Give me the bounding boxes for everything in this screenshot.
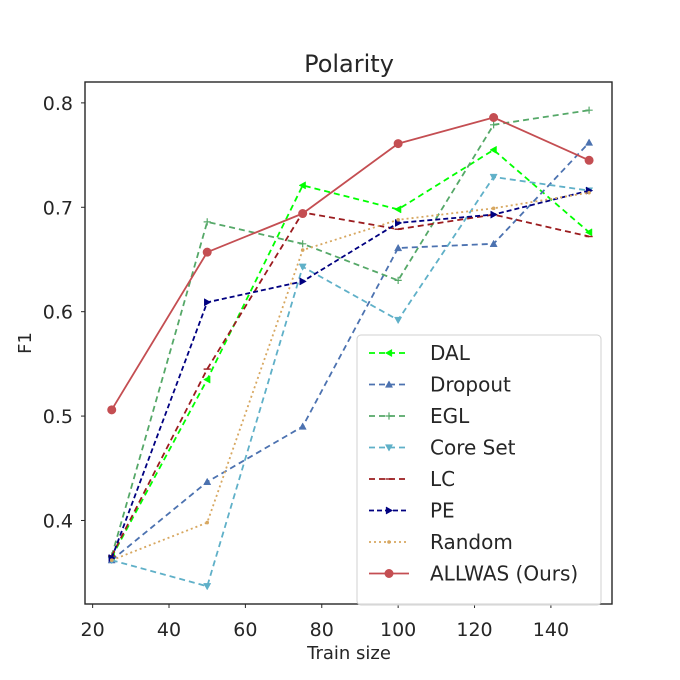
data-point-allwas-ours bbox=[393, 139, 403, 149]
series-line-random bbox=[111, 191, 590, 562]
data-point-allwas-ours bbox=[584, 155, 594, 165]
legend-item-dal: DAL bbox=[369, 341, 471, 365]
legend: DAL Dropout EGL Core Set LC PE Random ALLWAS (O… bbox=[356, 334, 602, 606]
y-tick-label: 0.8 bbox=[43, 93, 73, 115]
legend-label-core-set: Core Set bbox=[430, 436, 516, 460]
data-point-pe bbox=[299, 277, 307, 286]
legend-marker-core-set bbox=[384, 444, 394, 452]
plot-area bbox=[107, 106, 594, 591]
legend-item-dropout: Dropout bbox=[369, 373, 511, 397]
chart-title: Polarity bbox=[304, 50, 394, 78]
legend-label-pe: PE bbox=[430, 499, 455, 523]
series-line-pe bbox=[110, 189, 590, 559]
legend-item-allwas-ours: ALLWAS (Ours) bbox=[369, 562, 578, 586]
data-point-egl bbox=[394, 276, 402, 284]
series-random bbox=[109, 190, 591, 562]
data-point-dal bbox=[584, 228, 593, 237]
x-tick-label: 20 bbox=[81, 619, 105, 641]
legend-label-lc: LC bbox=[430, 467, 455, 491]
data-point-dropout bbox=[203, 477, 212, 485]
data-point-core-set bbox=[489, 173, 498, 182]
series-allwas-ours bbox=[107, 112, 594, 415]
x-axis-ticks: 20 40 60 80 100 120 140 bbox=[81, 604, 569, 641]
data-point-allwas-ours bbox=[107, 405, 117, 415]
data-point-random bbox=[205, 520, 210, 525]
x-tick-label: 140 bbox=[533, 619, 569, 641]
legend-marker-allwas-ours bbox=[384, 569, 394, 578]
series-line-core-set bbox=[111, 176, 590, 588]
data-point-random bbox=[491, 206, 496, 211]
data-point-dal bbox=[203, 375, 211, 384]
series-line-dropout bbox=[111, 141, 590, 561]
data-point-random bbox=[587, 190, 591, 195]
legend-marker-random bbox=[387, 540, 391, 544]
legend-label-egl: EGL bbox=[430, 404, 470, 428]
data-point-dropout bbox=[298, 422, 307, 430]
data-point-egl bbox=[490, 121, 498, 129]
x-tick-label: 80 bbox=[310, 619, 334, 641]
axes-frame bbox=[84, 81, 613, 605]
legend-item-core-set: Core Set bbox=[369, 436, 516, 460]
x-tick-label: 60 bbox=[233, 619, 257, 641]
series-line-allwas-ours bbox=[110, 116, 590, 411]
x-tick-label: 120 bbox=[456, 619, 492, 641]
x-tick-label: 100 bbox=[380, 619, 416, 641]
legend-marker-pe bbox=[385, 506, 394, 515]
series-dal bbox=[107, 145, 593, 562]
data-point-random bbox=[109, 558, 114, 562]
y-tick-label: 0.6 bbox=[43, 302, 73, 324]
x-tick-label: 40 bbox=[157, 619, 181, 641]
y-tick-label: 0.4 bbox=[43, 510, 73, 532]
y-tick-label: 0.7 bbox=[43, 197, 73, 219]
legend-item-egl: EGL bbox=[369, 404, 470, 428]
y-axis-ticks: 0.4 0.5 0.6 0.7 0.8 bbox=[43, 93, 85, 532]
data-point-egl bbox=[299, 240, 307, 248]
data-point-dropout bbox=[394, 243, 403, 252]
legend-box bbox=[356, 334, 602, 606]
legend-item-lc: LC bbox=[369, 467, 455, 491]
data-point-allwas-ours bbox=[489, 112, 499, 122]
data-point-dal bbox=[298, 181, 306, 190]
legend-marker-egl bbox=[385, 412, 393, 420]
x-axis-label: Train size bbox=[306, 643, 391, 664]
legend-item-random: Random bbox=[369, 530, 513, 554]
legend-item-pe: PE bbox=[369, 499, 455, 523]
data-point-core-set bbox=[394, 316, 403, 325]
data-point-dal bbox=[394, 205, 402, 214]
legend-marker-dropout bbox=[384, 380, 394, 388]
data-point-dropout bbox=[489, 239, 498, 247]
data-point-pe bbox=[204, 298, 212, 307]
data-point-allwas-ours bbox=[298, 209, 308, 219]
legend-label-dal: DAL bbox=[430, 341, 471, 365]
data-point-allwas-ours bbox=[202, 247, 212, 257]
data-point-egl bbox=[585, 106, 593, 114]
legend-label-random: Random bbox=[430, 530, 513, 554]
data-point-core-set bbox=[298, 263, 307, 271]
data-point-random bbox=[396, 218, 400, 222]
legend-label-dropout: Dropout bbox=[430, 373, 511, 397]
legend-marker-dal bbox=[384, 348, 393, 358]
data-point-core-set bbox=[203, 583, 212, 591]
y-axis-label: F1 bbox=[15, 332, 36, 354]
legend-label-allwas-ours: ALLWAS (Ours) bbox=[430, 562, 578, 586]
data-point-random bbox=[300, 248, 305, 252]
data-point-dropout bbox=[585, 138, 594, 146]
series-line-lc bbox=[110, 211, 590, 557]
data-point-dal bbox=[489, 145, 497, 154]
data-point-pe bbox=[490, 210, 498, 219]
data-point-egl bbox=[203, 218, 211, 226]
y-tick-label: 0.5 bbox=[43, 406, 73, 428]
